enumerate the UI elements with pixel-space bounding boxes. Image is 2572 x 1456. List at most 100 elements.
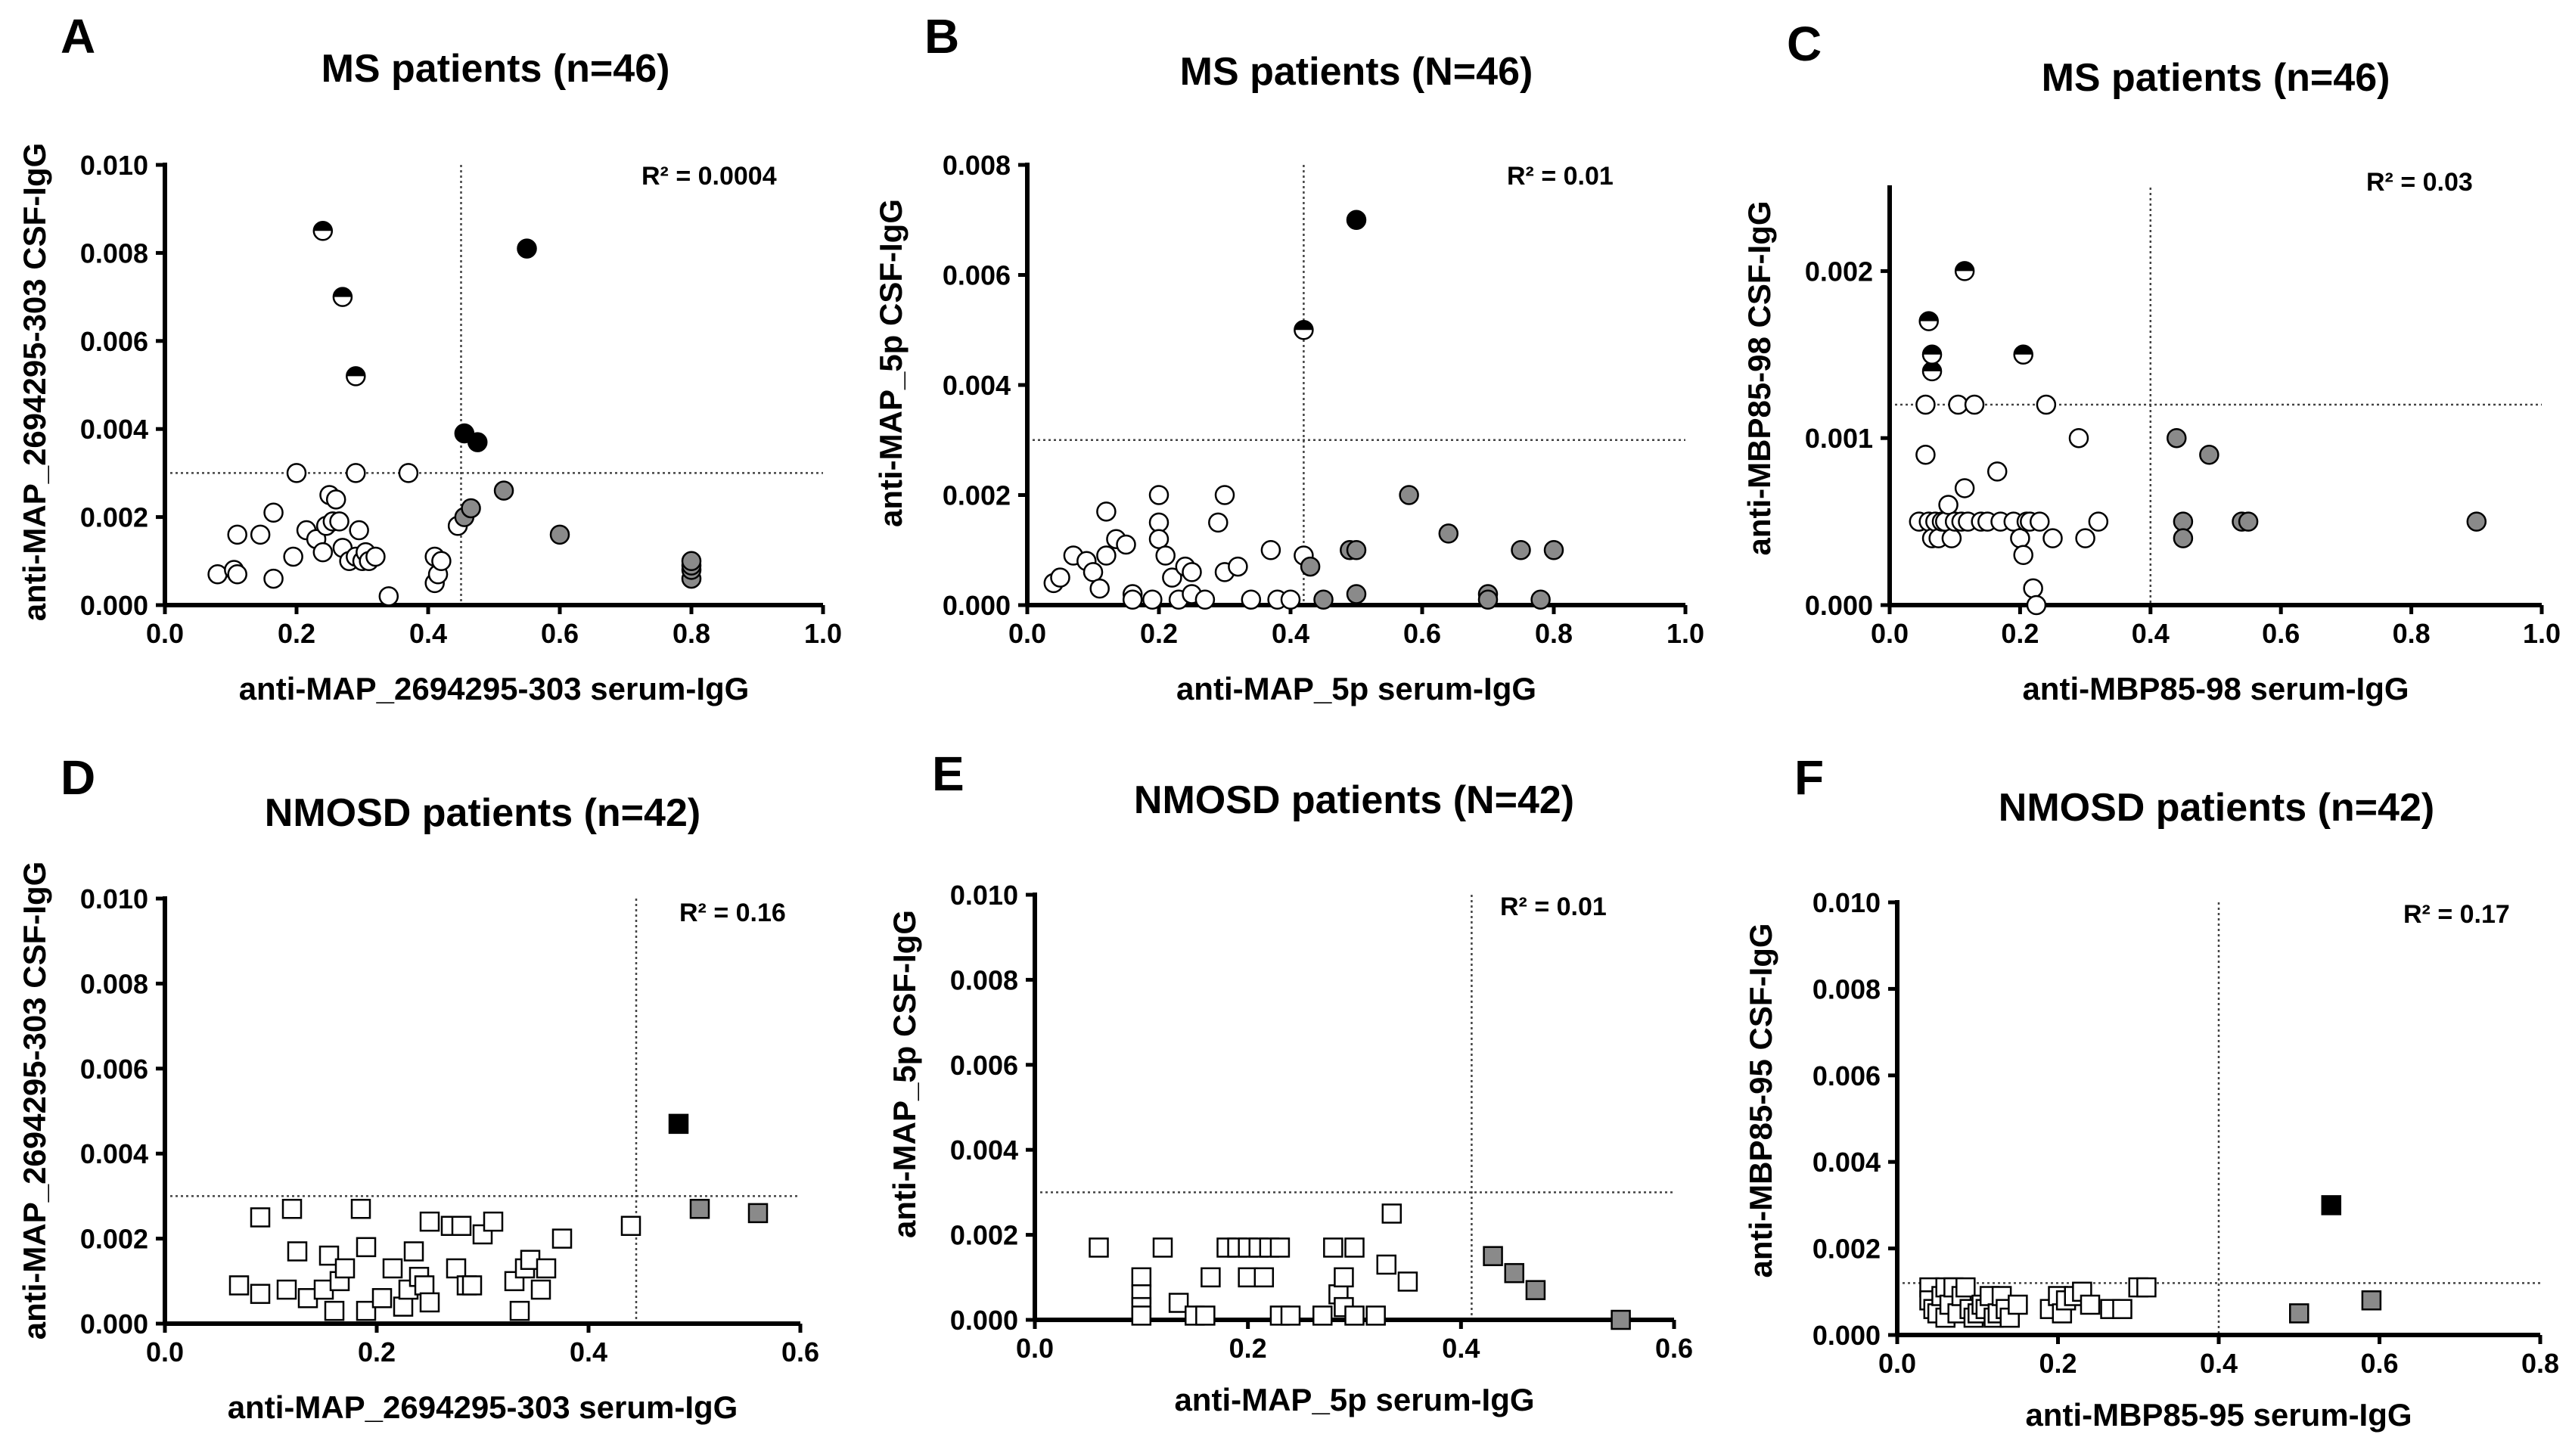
r-squared-label: R² = 0.16	[679, 899, 786, 927]
data-point	[1938, 495, 1959, 515]
data-point	[483, 1211, 504, 1232]
y-tick-label: 0.002	[950, 1220, 1018, 1251]
data-point	[1399, 485, 1419, 505]
data-point	[1122, 589, 1143, 610]
x-tick-label: 0.6	[1403, 618, 1441, 649]
data-point	[250, 1207, 271, 1228]
x-tick-label: 1.0	[804, 618, 842, 649]
data-point	[1344, 1237, 1365, 1258]
data-point	[1530, 589, 1551, 610]
y-axis-label: anti-MBP85-95 CSF-IgG	[1743, 923, 1778, 1277]
y-axis-label: anti-MAP_5p CSF-IgG	[873, 199, 909, 527]
data-point	[419, 1292, 440, 1313]
y-tick-label: 0.002	[943, 480, 1011, 511]
data-point	[276, 1279, 297, 1300]
data-point	[1543, 540, 1564, 560]
data-point	[332, 287, 353, 307]
data-point	[1194, 589, 1216, 610]
data-point	[227, 564, 247, 585]
data-point	[1208, 512, 1229, 533]
data-point	[2136, 1277, 2157, 1298]
x-tick-label: 0.0	[146, 618, 184, 649]
data-point	[1334, 1267, 1354, 1288]
data-point	[549, 524, 570, 545]
data-point	[2036, 394, 2057, 415]
data-point	[1148, 485, 1170, 505]
panel-title: MS patients (n=46)	[322, 47, 670, 91]
x-tick-label: 0.0	[1008, 618, 1046, 649]
x-tick-label: 0.8	[673, 618, 710, 649]
data-point	[1050, 567, 1070, 588]
data-point	[504, 1271, 525, 1292]
y-tick-label: 0.008	[943, 150, 1011, 181]
y-tick-label: 0.000	[80, 1309, 148, 1340]
data-point	[1511, 540, 1531, 560]
data-point	[1365, 1305, 1386, 1326]
data-point	[1915, 445, 1936, 465]
y-tick-label: 0.008	[80, 237, 148, 269]
r-squared-label: R² = 0.01	[1500, 893, 1607, 921]
data-point	[2008, 1294, 2028, 1315]
data-point	[1294, 320, 1314, 340]
data-point	[1346, 210, 1367, 230]
y-tick-label: 0.010	[80, 883, 148, 914]
y-tick-label: 0.010	[1813, 887, 1881, 918]
x-tick-label: 0.4	[2200, 1348, 2238, 1379]
panel-a: A MS patients (n=46) anti-MAP_2694295-303 …	[17, 9, 842, 706]
panel-e: E NMOSD patients (N=42) anti-MAP_5p serum-…	[887, 747, 1693, 1417]
data-point	[207, 564, 228, 585]
y-axis-label: anti-MAP_2694295-303 CSF-IgG	[17, 861, 52, 1340]
data-point	[747, 1203, 769, 1224]
data-point-fill	[1923, 345, 1942, 355]
data-point	[325, 489, 346, 510]
data-point	[461, 1275, 483, 1296]
data-point	[2321, 1195, 2341, 1215]
data-point	[681, 551, 702, 572]
data-point	[286, 463, 307, 483]
data-point	[1148, 512, 1170, 533]
panel-letter: D	[61, 750, 95, 805]
y-tick-label: 0.010	[80, 150, 148, 181]
data-point	[2199, 445, 2219, 465]
data-point	[1915, 394, 1936, 415]
x-tick-label: 0.6	[2262, 618, 2300, 649]
data-point	[329, 511, 349, 532]
x-tick-label: 0.2	[2039, 1348, 2077, 1379]
panel-c: C MS patients (n=46) anti-MBP85-98 serum-I…	[1741, 17, 2561, 706]
y-axis-label: anti-MBP85-98 CSF-IgG	[1741, 200, 1777, 555]
data-point	[2013, 344, 2033, 365]
y-tick-label: 0.004	[80, 1138, 148, 1169]
data-point	[1096, 501, 1117, 522]
data-point	[1346, 540, 1367, 560]
data-point	[1280, 1305, 1301, 1326]
x-tick-label: 0.8	[2393, 618, 2431, 649]
data-point	[346, 366, 366, 387]
data-point	[1280, 589, 1301, 610]
data-point	[1397, 1271, 1418, 1292]
data-point-fill	[1294, 321, 1313, 331]
panel-letter: C	[1787, 17, 1822, 71]
data-point	[1921, 361, 1943, 382]
data-point	[530, 1279, 551, 1300]
data-point-fill	[333, 287, 352, 297]
data-point	[1269, 1237, 1291, 1258]
y-tick-label: 0.000	[943, 590, 1011, 621]
panel-letter: A	[61, 9, 95, 64]
y-tick-label: 0.006	[1813, 1060, 1881, 1091]
data-point	[2030, 511, 2050, 532]
x-tick-label: 0.4	[570, 1336, 607, 1368]
data-point	[324, 1300, 345, 1321]
x-tick-label: 0.2	[358, 1336, 396, 1368]
y-tick-label: 0.008	[950, 964, 1018, 995]
r-squared-label: R² = 0.03	[2366, 168, 2473, 197]
data-point	[2361, 1290, 2382, 1311]
x-tick-label: 0.6	[781, 1336, 819, 1368]
data-point	[517, 238, 537, 259]
y-tick-label: 0.004	[950, 1135, 1018, 1166]
panel-d: D NMOSD patients (n=42) anti-MAP_2694295-3…	[17, 750, 819, 1425]
panel-b: B MS patients (N=46) anti-MAP_5p serum-IgG…	[873, 9, 1704, 706]
data-point	[1312, 1305, 1333, 1326]
data-point	[1300, 556, 1321, 577]
x-tick-label: 0.6	[2360, 1348, 2398, 1379]
x-tick-label: 0.4	[1272, 618, 1309, 649]
